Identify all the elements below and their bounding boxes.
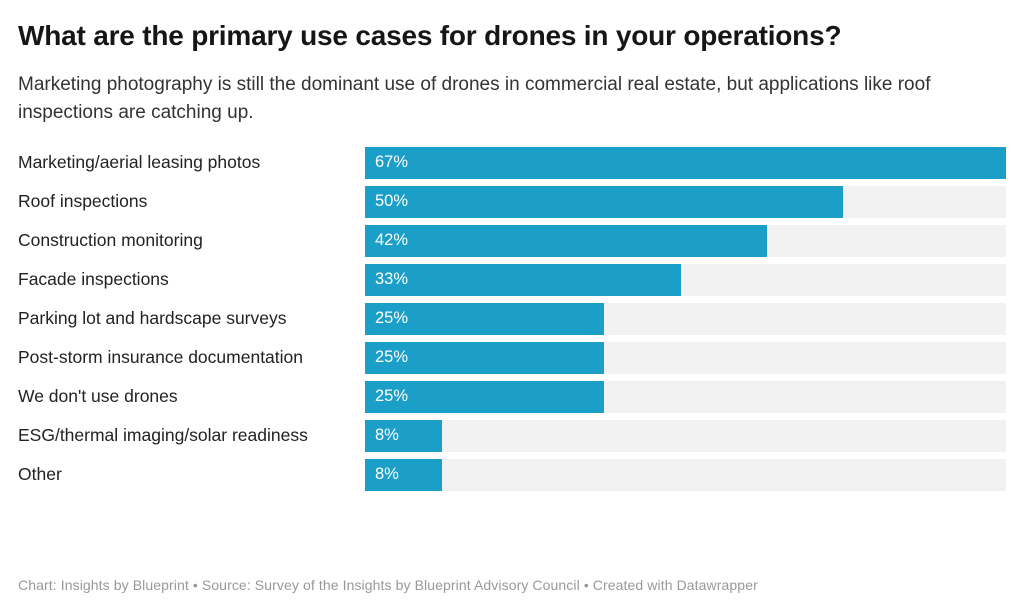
bar-category-label: ESG/thermal imaging/solar readiness xyxy=(18,425,308,445)
bar-category-label: Roof inspections xyxy=(18,191,148,211)
bar-row: ESG/thermal imaging/solar readiness 8% xyxy=(18,419,1006,452)
bar-category-label: Other xyxy=(18,464,62,484)
bar-track: 8% xyxy=(365,419,1006,452)
bar: 67% xyxy=(365,146,1006,179)
bar-value-label: 67% xyxy=(375,153,409,172)
bar-track: 25% xyxy=(365,380,1006,413)
bar-value-label: 33% xyxy=(375,270,409,289)
bar: 33% xyxy=(365,263,681,296)
chart-title: What are the primary use cases for drone… xyxy=(18,20,842,51)
bar-value-label: 8% xyxy=(375,465,399,484)
bar: 50% xyxy=(365,185,844,218)
bar-row: Marketing/aerial leasing photos 67% xyxy=(18,146,1006,179)
bar: 25% xyxy=(365,380,605,413)
bar-category-label: Marketing/aerial leasing photos xyxy=(18,152,261,172)
bar-category-label: Facade inspections xyxy=(18,269,169,289)
bar: 25% xyxy=(365,341,605,374)
bar: 42% xyxy=(365,224,767,257)
bar-value-label: 42% xyxy=(375,231,409,250)
bar-track: 25% xyxy=(365,341,1006,374)
bar-track: 33% xyxy=(365,263,1006,296)
bar-category-label: Parking lot and hardscape surveys xyxy=(18,308,287,328)
bar-category-label: We don't use drones xyxy=(18,386,178,406)
bar-track: 50% xyxy=(365,185,1006,218)
bar-track: 25% xyxy=(365,302,1006,335)
chart-footer-credits: Chart: Insights by Blueprint • Source: S… xyxy=(18,577,758,593)
bar-row: Construction monitoring 42% xyxy=(18,224,1006,257)
bar-value-label: 8% xyxy=(375,426,399,445)
bar-track: 42% xyxy=(365,224,1006,257)
bar-value-label: 25% xyxy=(375,348,409,367)
bar-value-label: 25% xyxy=(375,387,409,406)
bar-chart: Marketing/aerial leasing photos 67% Roof i… xyxy=(18,146,1006,491)
bar: 8% xyxy=(365,458,442,491)
bar: 8% xyxy=(365,419,442,452)
bar-track: 67% xyxy=(365,146,1006,179)
bar: 25% xyxy=(365,302,605,335)
bar-value-label: 25% xyxy=(375,309,409,328)
bar-row: Facade inspections 33% xyxy=(18,263,1006,296)
bar-category-label: Post-storm insurance documentation xyxy=(18,347,303,367)
chart-subtitle: Marketing photography is still the domin… xyxy=(18,73,931,124)
bar-row: Roof inspections 50% xyxy=(18,185,1006,218)
bar-track: 8% xyxy=(365,458,1006,491)
bar-row: Post-storm insurance documentation 25% xyxy=(18,341,1006,374)
bar-row: Other 8% xyxy=(18,458,1006,491)
bar-row: We don't use drones 25% xyxy=(18,380,1006,413)
bar-row: Parking lot and hardscape surveys 25% xyxy=(18,302,1006,335)
bar-value-label: 50% xyxy=(375,192,409,211)
chart-content: What are the primary use cases for drone… xyxy=(18,20,1006,491)
bar-category-label: Construction monitoring xyxy=(18,230,203,250)
